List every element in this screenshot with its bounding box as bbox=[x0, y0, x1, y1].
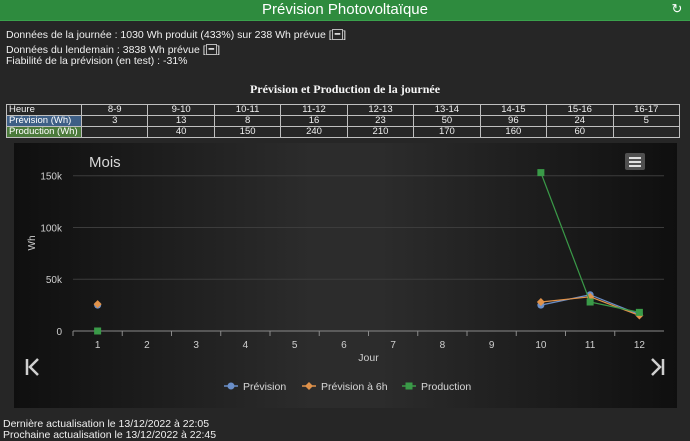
series-line bbox=[590, 301, 640, 313]
tomorrow-collapse-button[interactable]: ━ bbox=[205, 44, 218, 55]
production-table: Heure 8-9 9-10 10-11 11-12 12-13 13-14 1… bbox=[6, 104, 680, 138]
widget-title: Prévision Photovoltaïque bbox=[262, 1, 428, 18]
tomorrow-summary-close: ] bbox=[217, 44, 220, 56]
table-header-label: Heure bbox=[6, 104, 82, 116]
widget-header: Prévision Photovoltaïque ↻ bbox=[0, 0, 690, 21]
hour-cell: 10-11 bbox=[213, 104, 282, 116]
last-update-text: Dernière actualisation le 13/12/2022 à 2… bbox=[3, 418, 210, 430]
production-label: Production (Wh) bbox=[6, 126, 82, 138]
series-line bbox=[589, 296, 640, 317]
series-line bbox=[589, 294, 640, 315]
x-tick-label: 4 bbox=[243, 340, 249, 351]
next-update-text: Prochaine actualisation le 13/12/2022 à … bbox=[3, 429, 217, 441]
x-tick-label: 12 bbox=[634, 340, 646, 351]
prevision-cell: 5 bbox=[612, 115, 680, 127]
prevision-cell: 50 bbox=[413, 115, 481, 127]
table-row-prevision: Prévision (Wh) 3 13 8 16 23 50 96 24 5 bbox=[6, 115, 680, 127]
hour-cell: 11-12 bbox=[280, 104, 348, 116]
data-point bbox=[586, 298, 594, 306]
x-tick-label: 7 bbox=[390, 340, 396, 351]
x-axis-label: Jour bbox=[358, 352, 379, 364]
hour-cell: 14-15 bbox=[479, 104, 548, 116]
production-cell bbox=[612, 126, 680, 138]
legend-item[interactable]: Prévision bbox=[224, 381, 286, 393]
data-point bbox=[537, 169, 545, 177]
table-row-hours: Heure 8-9 9-10 10-11 11-12 12-13 13-14 1… bbox=[6, 104, 680, 116]
x-tick-label: 9 bbox=[489, 340, 495, 351]
prevision-cell: 16 bbox=[280, 115, 348, 127]
tomorrow-summary: Données du lendemain : 3838 Wh prévue [━… bbox=[6, 44, 220, 56]
series-line bbox=[540, 296, 591, 303]
y-tick-label: 0 bbox=[56, 327, 62, 338]
hour-cell: 16-17 bbox=[612, 104, 680, 116]
legend-label: Prévision à 6h bbox=[321, 381, 388, 393]
data-point bbox=[93, 300, 102, 309]
production-cell: 240 bbox=[280, 126, 348, 138]
legend-label: Production bbox=[421, 381, 471, 393]
hour-cell: 8-9 bbox=[80, 104, 149, 116]
series-production bbox=[94, 169, 643, 335]
hour-cell: 9-10 bbox=[147, 104, 215, 116]
prevision-label: Prévision (Wh) bbox=[6, 115, 82, 127]
prevision-cell: 13 bbox=[147, 115, 215, 127]
hamburger-menu-icon[interactable] bbox=[625, 153, 645, 170]
x-tick-label: 1 bbox=[95, 340, 101, 351]
hour-cell: 13-14 bbox=[413, 104, 481, 116]
table-row-production: Production (Wh) 40 150 240 210 170 160 6… bbox=[6, 126, 680, 138]
series-pr-vision-6h bbox=[93, 292, 644, 320]
data-point bbox=[635, 308, 643, 316]
production-cell: 150 bbox=[213, 126, 282, 138]
x-tick-label: 2 bbox=[144, 340, 150, 351]
series-pr-vision bbox=[94, 291, 643, 318]
production-cell: 170 bbox=[413, 126, 481, 138]
data-point bbox=[536, 298, 545, 307]
data-point bbox=[405, 382, 413, 390]
x-tick-label: 11 bbox=[585, 340, 596, 351]
forecast-reliability: Fiabilité de la prévision (en test) : -3… bbox=[6, 55, 188, 67]
today-summary: Données de la journée : 1030 Wh produit … bbox=[6, 29, 346, 41]
prevision-cell: 8 bbox=[213, 115, 282, 127]
series-line bbox=[540, 172, 591, 303]
x-tick-label: 6 bbox=[341, 340, 347, 351]
production-cell: 40 bbox=[147, 126, 215, 138]
prevision-cell: 96 bbox=[479, 115, 548, 127]
legend-label: Prévision bbox=[243, 381, 286, 393]
data-point bbox=[305, 382, 313, 390]
production-cell: 160 bbox=[479, 126, 548, 138]
monthly-chart: Mois 0 50k 100k 150k 1 2 3 4 5 6 7 8 9 10 11 12 Jour Wh P… bbox=[14, 143, 677, 408]
table-title: Prévision et Production de la journée bbox=[249, 82, 441, 96]
data-point bbox=[94, 327, 102, 335]
first-page-icon[interactable] bbox=[24, 356, 42, 378]
chart-title: Mois bbox=[89, 154, 121, 171]
last-page-icon[interactable] bbox=[648, 356, 666, 378]
y-tick-label: 50k bbox=[46, 275, 63, 286]
x-tick-label: 10 bbox=[535, 340, 547, 351]
prevision-cell: 3 bbox=[80, 115, 149, 127]
tomorrow-summary-text: Données du lendemain : 3838 Wh prévue [ bbox=[6, 44, 206, 56]
y-tick-label: 150k bbox=[40, 172, 63, 183]
x-tick-label: 5 bbox=[292, 340, 298, 351]
x-tick-label: 8 bbox=[440, 340, 446, 351]
production-cell: 60 bbox=[546, 126, 614, 138]
today-summary-close: ] bbox=[343, 29, 347, 41]
y-axis-label: Wh bbox=[27, 236, 38, 251]
y-tick-label: 100k bbox=[40, 223, 63, 234]
refresh-icon[interactable]: ↻ bbox=[671, 1, 683, 16]
prevision-cell: 24 bbox=[546, 115, 614, 127]
data-point bbox=[227, 382, 235, 390]
prevision-cell: 23 bbox=[346, 115, 415, 127]
today-collapse-button[interactable]: ━ bbox=[331, 29, 344, 40]
hour-cell: 15-16 bbox=[546, 104, 614, 116]
hour-cell: 12-13 bbox=[346, 104, 415, 116]
legend-item[interactable]: Production bbox=[402, 381, 471, 393]
production-cell bbox=[80, 126, 149, 138]
x-tick-label: 3 bbox=[193, 340, 199, 351]
production-cell: 210 bbox=[346, 126, 415, 138]
legend-item[interactable]: Prévision à 6h bbox=[302, 381, 388, 393]
today-summary-text: Données de la journée : 1030 Wh produit … bbox=[6, 29, 332, 41]
